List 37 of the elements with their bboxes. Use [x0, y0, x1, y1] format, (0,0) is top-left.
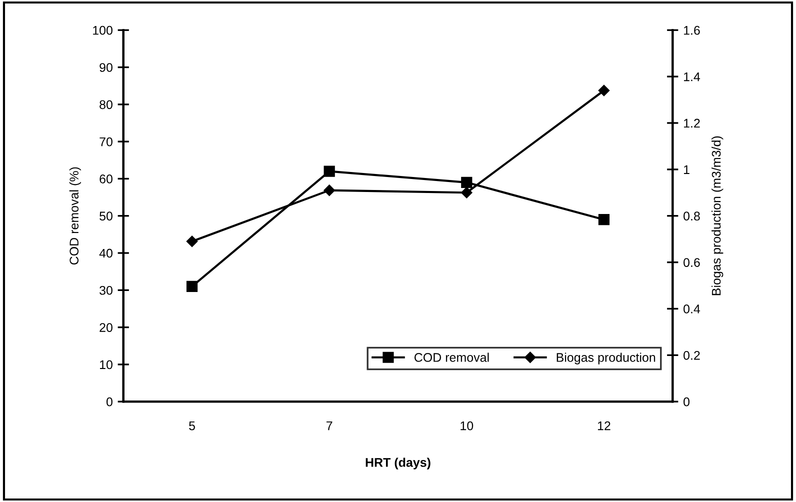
y-tick-label: 90: [100, 63, 112, 72]
point: [186, 280, 198, 292]
y2-tick-label: 0: [684, 397, 690, 406]
y-tick-label: 30: [100, 286, 112, 295]
x-tick-label: 10: [460, 421, 474, 430]
y-tick-label: 80: [100, 100, 112, 110]
y-axis-title: COD removal (%): [69, 167, 81, 265]
legend-label: COD removal: [414, 352, 489, 362]
y2-tick-label: 0.2: [684, 350, 700, 360]
y-tick-label: 100: [93, 26, 112, 35]
y2-tick-label: 1: [684, 165, 690, 174]
y-tick-label: 0: [106, 397, 112, 406]
y-tick-label: 20: [100, 323, 112, 332]
y2-tick-label: 0.6: [684, 258, 700, 267]
y2-tick-label: 0.4: [684, 304, 700, 314]
y-tick-label: 70: [100, 137, 112, 146]
point: [461, 176, 472, 188]
x-tick-label: 7: [326, 422, 332, 430]
x-axis-title: HRT (days): [366, 458, 430, 470]
y2-axis-title: Biogas production (m3/m3/d): [712, 136, 724, 296]
y-tick-label: 50: [100, 212, 112, 221]
y2-tick-label: 1.6: [684, 26, 700, 35]
y-tick-label: 10: [100, 360, 112, 370]
y2-tick-label: 0.8: [684, 212, 700, 221]
point: [324, 184, 335, 196]
legend-label: Biogas production: [556, 352, 656, 364]
point: [461, 187, 472, 198]
x-tick-label: 12: [598, 421, 610, 430]
y2-tick-label: 1.2: [684, 118, 700, 128]
point: [598, 214, 610, 226]
point: [324, 166, 335, 177]
y-tick-label: 40: [99, 248, 112, 258]
y-tick-label: 60: [100, 174, 112, 184]
point: [598, 84, 610, 96]
point: [186, 236, 198, 248]
y2-tick-label: 1.4: [684, 72, 700, 82]
x-tick-label: 5: [189, 422, 195, 430]
